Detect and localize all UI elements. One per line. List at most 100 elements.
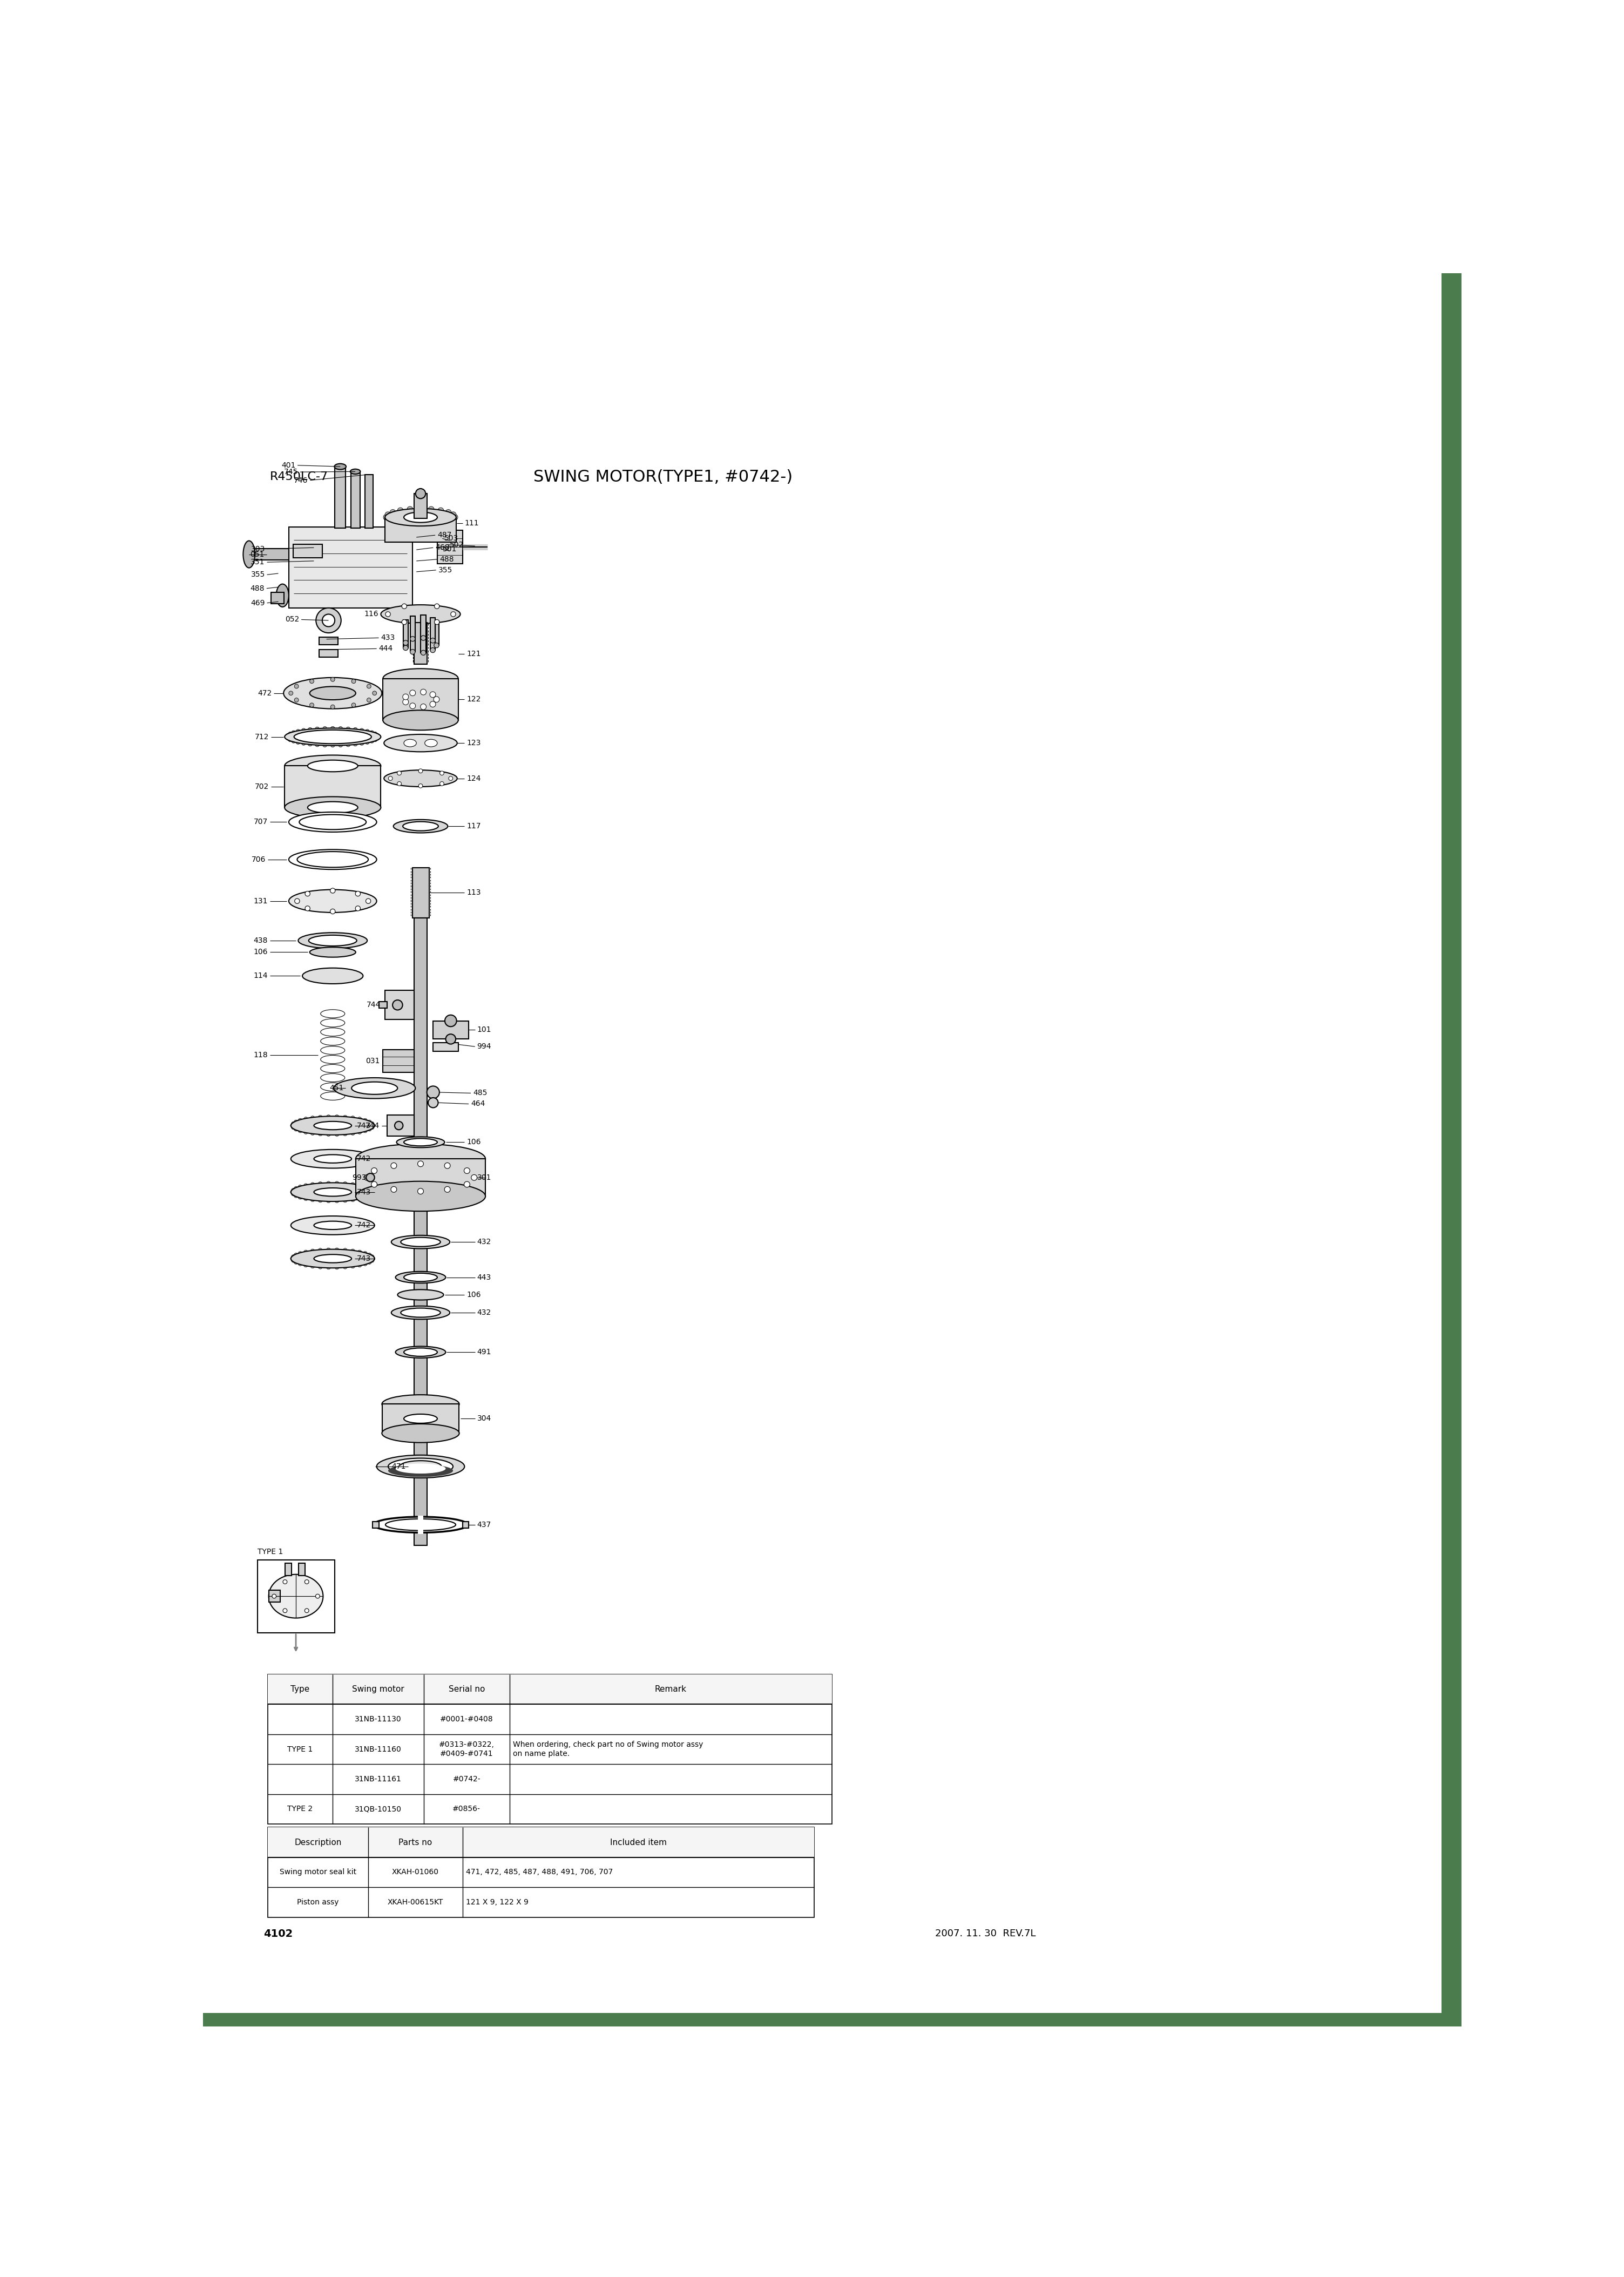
Circle shape — [367, 1193, 372, 1198]
Text: 118: 118 — [253, 1052, 268, 1059]
Circle shape — [385, 517, 391, 524]
Bar — [434, 622, 438, 644]
Text: 471: 471 — [391, 1462, 406, 1471]
Circle shape — [357, 1250, 362, 1255]
Circle shape — [403, 644, 408, 651]
Text: 303: 303 — [250, 544, 265, 553]
Ellipse shape — [356, 1143, 486, 1173]
Text: 746: 746 — [294, 476, 309, 485]
Text: 31NB-11161: 31NB-11161 — [356, 1776, 401, 1783]
Ellipse shape — [291, 1216, 375, 1234]
Circle shape — [370, 1125, 374, 1129]
Circle shape — [370, 1123, 375, 1127]
Text: 31QB-10150: 31QB-10150 — [354, 1806, 401, 1812]
Text: 2007. 11. 30  REV.7L: 2007. 11. 30 REV.7L — [935, 1929, 1036, 1938]
Text: 707: 707 — [253, 817, 268, 827]
Circle shape — [370, 1255, 374, 1259]
Circle shape — [304, 1129, 309, 1134]
Circle shape — [427, 1086, 440, 1098]
Bar — [268, 1589, 281, 1603]
Circle shape — [372, 692, 377, 694]
Ellipse shape — [396, 1271, 445, 1284]
Text: 712: 712 — [255, 733, 270, 740]
Circle shape — [294, 1127, 299, 1132]
Circle shape — [417, 505, 424, 512]
Circle shape — [351, 704, 356, 708]
Text: 121 X 9, 122 X 9: 121 X 9, 122 X 9 — [466, 1899, 528, 1906]
Circle shape — [362, 776, 367, 781]
Text: 743: 743 — [357, 1189, 370, 1195]
Circle shape — [309, 742, 312, 747]
Text: 438: 438 — [253, 936, 268, 945]
Circle shape — [357, 1184, 362, 1189]
Circle shape — [304, 1118, 309, 1120]
Circle shape — [417, 1189, 424, 1193]
Circle shape — [273, 1594, 276, 1598]
Circle shape — [403, 694, 409, 699]
Circle shape — [356, 906, 361, 911]
Circle shape — [294, 683, 299, 688]
Ellipse shape — [320, 1009, 344, 1018]
Circle shape — [294, 899, 300, 904]
Circle shape — [315, 742, 320, 747]
Circle shape — [318, 1248, 323, 1252]
Circle shape — [398, 772, 401, 774]
Circle shape — [291, 1123, 294, 1127]
Circle shape — [374, 788, 378, 792]
Circle shape — [421, 690, 425, 694]
Bar — [403, 619, 408, 642]
Circle shape — [315, 726, 320, 731]
Circle shape — [326, 1182, 331, 1186]
Circle shape — [448, 776, 453, 781]
Text: 304: 304 — [477, 1414, 490, 1423]
Circle shape — [364, 1261, 367, 1266]
Text: Piston assy: Piston assy — [297, 1899, 339, 1906]
Ellipse shape — [310, 685, 356, 699]
Circle shape — [430, 647, 435, 653]
Circle shape — [335, 1266, 339, 1268]
Circle shape — [323, 742, 326, 747]
Ellipse shape — [289, 849, 377, 870]
Ellipse shape — [385, 508, 456, 526]
Ellipse shape — [377, 1455, 464, 1478]
Ellipse shape — [383, 669, 458, 688]
Text: 122: 122 — [466, 694, 481, 704]
Circle shape — [403, 640, 408, 644]
Circle shape — [338, 742, 343, 747]
Circle shape — [305, 1608, 309, 1612]
Ellipse shape — [404, 512, 437, 521]
Ellipse shape — [297, 852, 369, 868]
Text: #0001-#0408: #0001-#0408 — [440, 1715, 494, 1724]
Text: 744: 744 — [365, 1123, 380, 1129]
Text: 469: 469 — [250, 599, 265, 606]
Bar — [383, 679, 458, 720]
Text: 471, 472, 485, 487, 488, 491, 706, 707: 471, 472, 485, 487, 488, 491, 706, 707 — [466, 1869, 612, 1876]
Ellipse shape — [309, 936, 357, 945]
Circle shape — [375, 735, 380, 740]
Text: Parts no: Parts no — [398, 1838, 432, 1847]
Ellipse shape — [310, 947, 356, 956]
Circle shape — [346, 742, 351, 747]
Circle shape — [318, 1198, 323, 1202]
Text: Included item: Included item — [609, 1838, 666, 1847]
Text: #0742-: #0742- — [453, 1776, 481, 1783]
Ellipse shape — [302, 968, 364, 984]
Circle shape — [367, 1259, 372, 1264]
Bar — [411, 628, 416, 651]
Text: 742: 742 — [357, 1154, 370, 1164]
Text: 993: 993 — [352, 1173, 365, 1182]
Circle shape — [351, 1250, 356, 1252]
Text: 31NB-11130: 31NB-11130 — [356, 1715, 401, 1724]
Circle shape — [390, 510, 396, 515]
Circle shape — [335, 1198, 339, 1202]
Text: 451: 451 — [330, 1084, 344, 1093]
Polygon shape — [1442, 273, 1462, 2027]
Ellipse shape — [351, 469, 361, 474]
Circle shape — [398, 781, 401, 786]
Circle shape — [385, 613, 390, 617]
Circle shape — [287, 781, 291, 786]
Circle shape — [287, 788, 291, 792]
Circle shape — [330, 888, 335, 893]
Circle shape — [357, 1264, 362, 1268]
Circle shape — [294, 1259, 299, 1264]
